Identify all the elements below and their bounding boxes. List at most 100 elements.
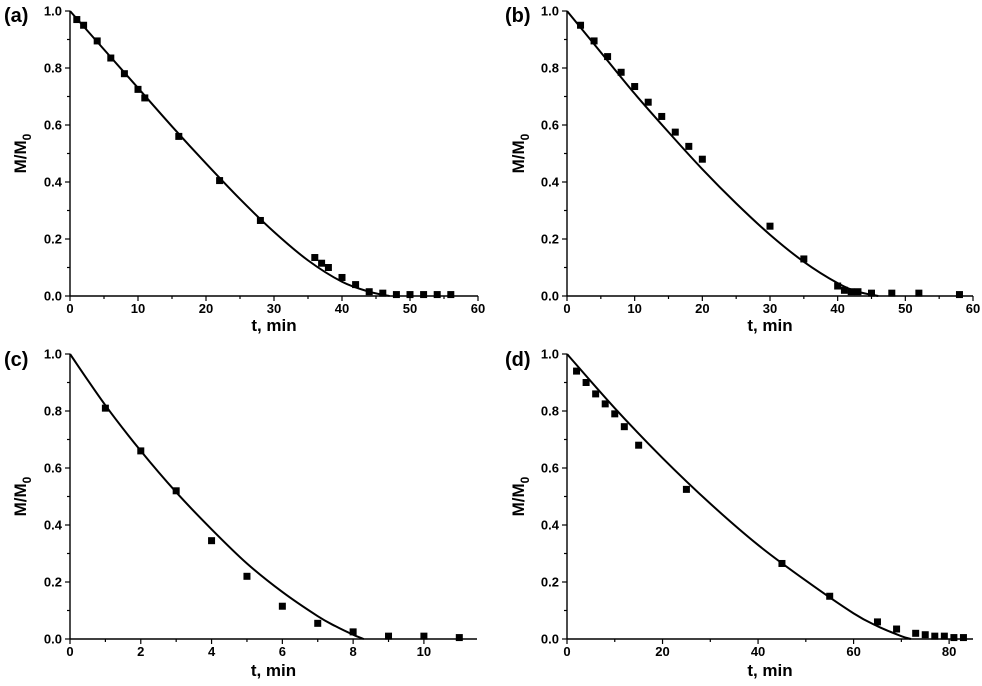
y-tick-label: 0.6: [44, 118, 62, 133]
fit-curve: [566, 10, 879, 297]
y-tick-label: 0.0: [541, 632, 559, 647]
data-point: [888, 289, 896, 297]
x-tick-label: 20: [199, 301, 213, 316]
x-tick-label: 60: [966, 301, 980, 316]
data-point: [868, 289, 875, 297]
y-axis-title-subscript: 0: [518, 476, 532, 483]
y-tick-label: 0.4: [541, 175, 560, 190]
data-point: [216, 177, 224, 185]
data-point: [420, 291, 428, 299]
x-tick-label: 60: [471, 301, 485, 316]
x-tick-label: 50: [403, 301, 417, 316]
x-axis-title: t, min: [747, 316, 792, 335]
data-point: [912, 629, 920, 637]
y-axis-title-subscript: 0: [518, 133, 532, 140]
data-point: [959, 634, 967, 642]
x-tick-label: 10: [627, 301, 641, 316]
y-axis-title-subscript: 0: [20, 476, 34, 483]
data-point: [617, 68, 625, 76]
data-point: [873, 618, 881, 626]
data-point: [573, 367, 581, 375]
y-axis-title-main: M/M: [11, 140, 30, 173]
y-axis-title: M/M0: [509, 476, 532, 516]
y-tick-label: 0.4: [44, 175, 63, 190]
y-axis-title-subscript: 0: [20, 133, 34, 140]
x-tick-label: 10: [417, 644, 431, 659]
panel-label: (d): [505, 349, 531, 371]
y-tick-label: 1.0: [541, 347, 559, 362]
y-tick-label: 1.0: [541, 4, 559, 19]
data-point: [893, 625, 901, 633]
data-point: [800, 255, 808, 263]
x-tick-label: 0: [66, 301, 73, 316]
data-point: [278, 602, 286, 610]
data-point: [601, 400, 609, 408]
y-tick-label: 0.4: [541, 518, 560, 533]
y-tick-label: 0.8: [541, 404, 559, 419]
data-point: [834, 282, 842, 290]
data-point: [840, 286, 848, 294]
y-tick-label: 1.0: [44, 4, 62, 19]
y-axis-title-main: M/M: [11, 483, 30, 516]
data-point: [658, 112, 666, 120]
data-point: [631, 83, 639, 91]
data-point: [80, 21, 88, 29]
x-tick-label: 0: [66, 644, 73, 659]
data-point: [685, 142, 693, 150]
data-point: [365, 288, 373, 296]
fit-curve: [566, 353, 912, 640]
x-tick-label: 20: [655, 644, 669, 659]
data-point: [921, 631, 929, 639]
x-tick-label: 0: [563, 301, 570, 316]
x-axis-title: t, min: [251, 661, 296, 680]
data-point: [577, 21, 585, 29]
x-axis-title: t, min: [251, 316, 296, 335]
data-point: [311, 254, 319, 262]
data-point: [447, 291, 455, 299]
data-point: [107, 54, 115, 62]
data-point: [137, 447, 145, 455]
y-tick-label: 0.8: [44, 404, 62, 419]
data-point: [256, 216, 264, 224]
data-point: [455, 634, 463, 642]
data-point: [406, 291, 414, 299]
data-point: [778, 559, 786, 567]
x-tick-label: 2: [137, 644, 144, 659]
data-point: [318, 259, 326, 267]
chart-panel-a: (a) 0 10 20 30 40 50 60 0.0 0.2 0.4 0.6 0.8 1.0 t, min…: [4, 4, 485, 336]
data-point: [392, 291, 400, 299]
x-tick-label: 50: [898, 301, 912, 316]
data-point: [644, 98, 652, 106]
data-point: [931, 632, 939, 640]
data-point: [950, 634, 958, 642]
data-point: [324, 264, 332, 271]
x-tick-label: 40: [335, 301, 349, 316]
data-point: [352, 281, 360, 289]
x-tick-label: 40: [830, 301, 844, 316]
chart-panel-b: (b) 0 10 20 30 40 50 60 0.0 0.2 0.4 0.6 0.8 1.0 t, min…: [505, 4, 980, 336]
y-axis-title: M/M0: [11, 476, 34, 516]
data-point: [590, 37, 598, 45]
data-point: [73, 16, 81, 24]
y-tick-label: 0.6: [44, 461, 62, 476]
y-tick-label: 0.2: [44, 575, 62, 590]
data-point: [766, 222, 774, 230]
data-point: [604, 53, 612, 61]
fit-curve: [69, 10, 390, 297]
data-point: [379, 289, 387, 297]
y-axis-title: M/M0: [509, 133, 532, 173]
data-point: [385, 632, 393, 640]
x-tick-label: 30: [763, 301, 777, 316]
panel-label: (a): [4, 5, 28, 27]
data-point: [134, 85, 142, 93]
data-point: [93, 37, 101, 45]
panel-label: (b): [505, 5, 531, 27]
data-point: [671, 128, 679, 136]
y-tick-label: 0.0: [44, 632, 62, 647]
data-point: [338, 273, 346, 281]
x-tick-label: 6: [279, 644, 286, 659]
x-tick-label: 30: [267, 301, 281, 316]
y-tick-label: 0.8: [541, 61, 559, 76]
